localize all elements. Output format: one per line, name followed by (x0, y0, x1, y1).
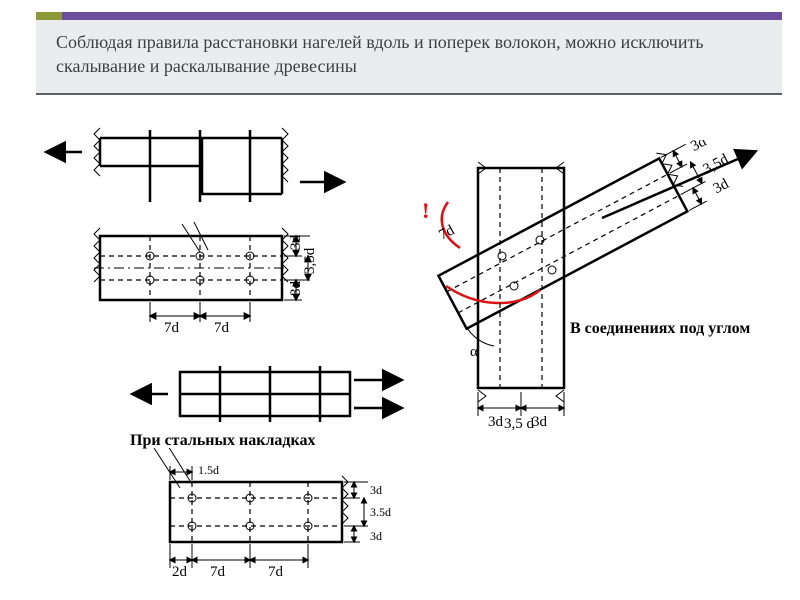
dim-text: 2d (172, 564, 188, 580)
alpha-symbol: α (470, 344, 478, 360)
dim-text: 3d (288, 281, 304, 297)
dim-text: 3d (711, 176, 732, 197)
accent-olive (36, 12, 62, 20)
dim-text: 7d (436, 222, 457, 243)
title-box: Соблюдая правила расстановки нагелей вдо… (36, 20, 782, 93)
dim-text: 7d (210, 564, 226, 580)
fig-steel-plan: 1.5d 2d 7d 7d 3d 3.5d 3d (114, 448, 414, 598)
dim-text: 1.5d (198, 463, 219, 477)
fig-angled-connection: 3d 3,5d 3d ! 7d α 3d 3d 3,5 d (382, 140, 782, 430)
dim-text: 3d (288, 235, 304, 251)
accent-purple (62, 12, 782, 20)
dim-text: 3.5d (370, 505, 391, 519)
dim-text: 3d (488, 414, 504, 430)
dim-text: 7d (164, 320, 180, 336)
dim-text: 7d (214, 320, 230, 336)
accent-bar (36, 12, 782, 20)
fig-steel-elevation (130, 360, 420, 430)
caption-angled: В соединениях под углом (570, 320, 750, 338)
dim-text: 3d (688, 140, 709, 155)
dim-text: 7d (268, 564, 284, 580)
dim-text: 3d (370, 483, 382, 497)
slide-title: Соблюдая правила расстановки нагелей вдо… (56, 30, 762, 79)
divider-rule (36, 93, 782, 95)
slide-header: Соблюдая правила расстановки нагелей вдо… (36, 12, 782, 95)
highlight-mark: ! (422, 198, 429, 223)
fig-splice-elevation (42, 122, 352, 214)
dim-text: 3d (370, 529, 382, 543)
dim-text: 3,5 d (504, 416, 535, 430)
dim-text: 3,5d (302, 247, 318, 274)
fig-splice-plan: 7d 7d 3d 3,5d 3d (42, 218, 352, 348)
dim-text: 3d (532, 414, 548, 430)
